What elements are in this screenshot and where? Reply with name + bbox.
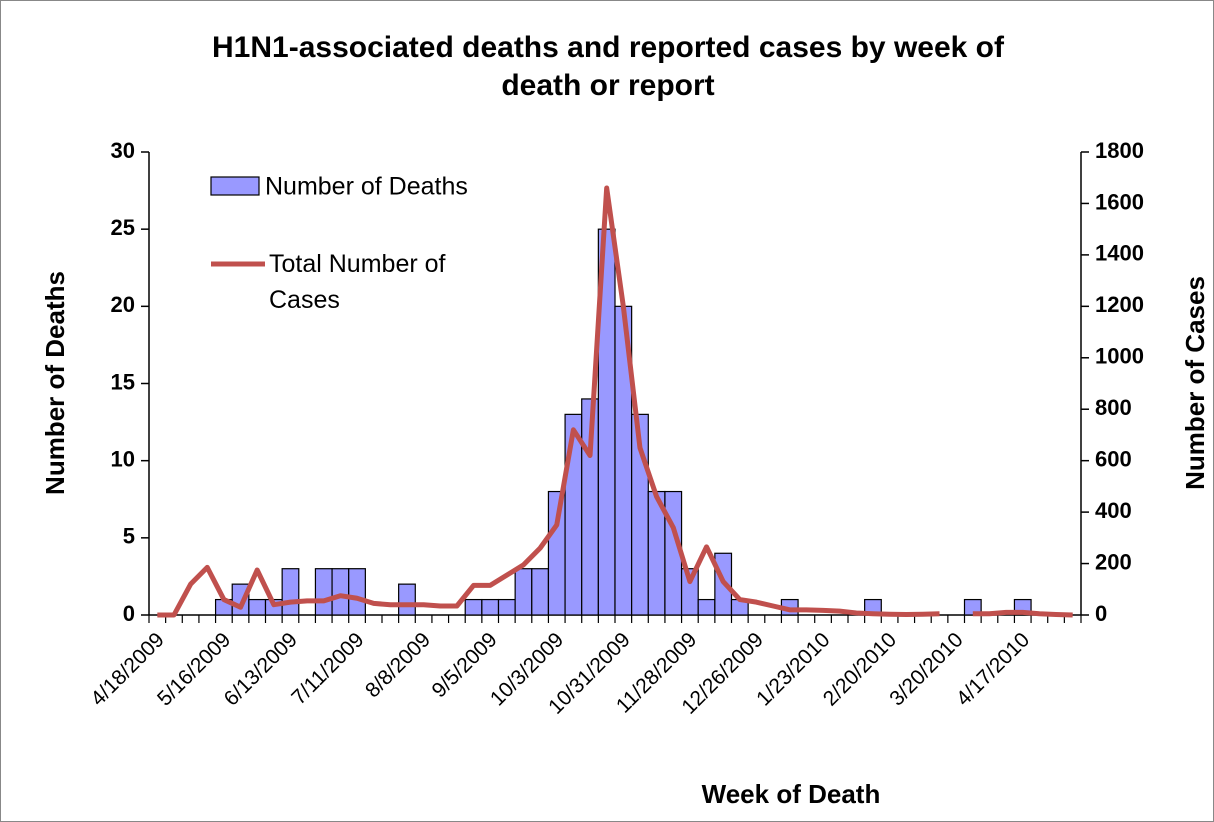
y2-tick-label: 0 <box>1095 601 1107 626</box>
bar <box>514 568 533 616</box>
x-tick-label: 4/17/2010 <box>952 628 1034 710</box>
bar <box>481 598 500 616</box>
y2-tick-label: 1000 <box>1095 344 1144 369</box>
x-axis-title: Week of Death <box>702 779 881 809</box>
bar <box>398 583 416 616</box>
y-tick-label: 15 <box>111 369 135 394</box>
y-tick-label: 5 <box>123 524 135 549</box>
bar <box>348 568 366 616</box>
line <box>157 185 1073 618</box>
bar <box>547 490 566 616</box>
legend-swatch <box>210 176 260 196</box>
y-tick-label: 10 <box>111 446 135 471</box>
x-tick-label: 6/13/2009 <box>220 628 302 710</box>
y2-tick-label: 600 <box>1095 446 1132 471</box>
bar <box>680 568 699 616</box>
bar <box>497 598 516 616</box>
x-tick-label: 7/11/2009 <box>287 628 368 709</box>
y2-axis-title: Number of Cases <box>1180 276 1210 490</box>
y2-tick-label: 200 <box>1095 549 1132 574</box>
bar <box>564 413 583 616</box>
y-tick-label: 30 <box>111 138 135 163</box>
y2-tick-label: 800 <box>1095 395 1132 420</box>
y2-tick-label: 1600 <box>1095 189 1144 214</box>
bar <box>248 598 267 616</box>
y-tick-label: 0 <box>123 601 135 626</box>
y2-tick-label: 1800 <box>1095 138 1144 163</box>
y-tick-label: 20 <box>111 292 135 317</box>
y2-tick-label: 400 <box>1095 498 1132 523</box>
bar <box>531 568 550 616</box>
bar <box>464 598 483 616</box>
y-tick-label: 25 <box>111 215 135 240</box>
bar <box>331 568 350 616</box>
legend-label: Total Number of Cases <box>269 250 446 314</box>
y2-tick-label: 1400 <box>1095 241 1144 266</box>
x-tick-label: 8/8/2009 <box>361 628 435 702</box>
y-axis-title: Number of Deaths <box>40 271 70 495</box>
chart-title: H1N1-associated deaths and reported case… <box>212 31 1004 102</box>
y2-tick-label: 1200 <box>1095 292 1144 317</box>
bar <box>281 568 300 616</box>
bar <box>697 598 716 616</box>
legend-label: Number of Deaths <box>265 173 468 201</box>
bar <box>314 568 333 616</box>
